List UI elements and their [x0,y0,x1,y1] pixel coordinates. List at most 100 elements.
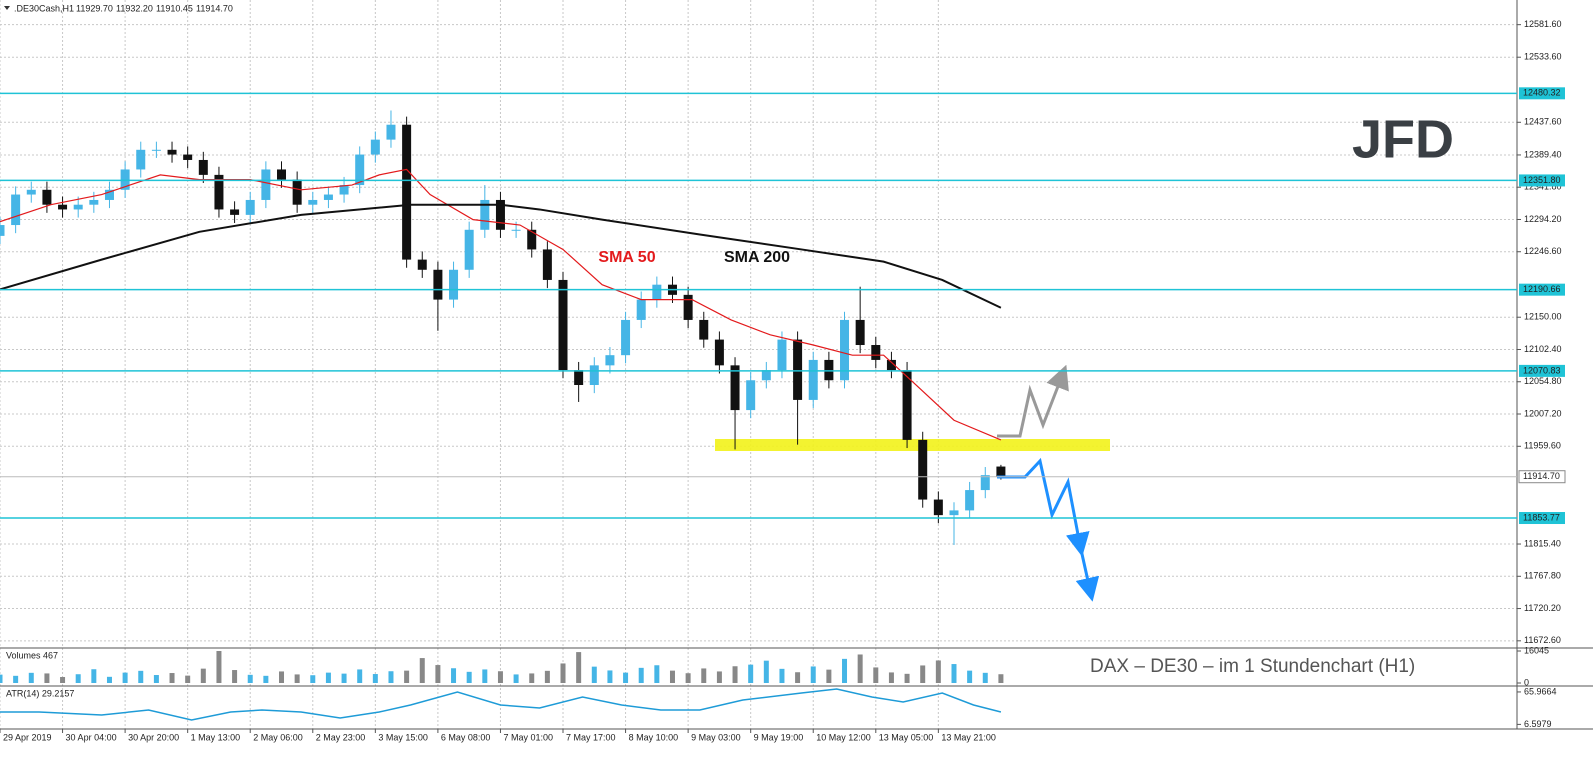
candle-body [558,279,568,371]
candle-body [230,209,240,215]
candle-body [495,199,505,230]
support-zone [715,439,1110,451]
grid [0,0,1517,729]
level-label: 12351.80 [1523,175,1561,185]
y-tick-label: 12533.60 [1524,52,1562,62]
volume-bar [576,652,582,683]
volume-bar [263,675,269,683]
volume-bar [0,674,3,683]
candle-body [918,439,928,500]
x-tick-label: 29 Apr 2019 [3,732,52,742]
candle-body [574,370,584,386]
volume-bar [857,654,863,683]
volume-bar [138,670,144,683]
y-tick-label: 12007.20 [1524,408,1562,418]
volume-bar [232,670,238,683]
volume-bar [497,671,503,683]
candle-body [683,294,693,320]
candle-body [636,299,646,320]
ohlc-info: 11929.70 [76,3,113,13]
candle-body [183,154,193,160]
volume-bar [685,673,691,683]
volume-bar [28,672,34,683]
candle-body [433,269,443,300]
level-label-box [1519,87,1565,100]
x-tick-label: 13 May 05:00 [879,732,934,742]
volume-bar [716,671,722,683]
candle-body [480,199,490,230]
level-label-box [1519,174,1565,187]
volume-bar [623,672,629,683]
y-tick-label: 12150.00 [1524,312,1562,322]
candle-body [933,499,943,516]
volume-bar [873,667,879,683]
y-tick-label: 65.9664 [1524,686,1557,696]
ohlc-info: 11910.45 [156,3,193,13]
y-tick-label: 16045 [1524,645,1549,655]
y-tick-label: 11720.20 [1524,603,1561,613]
y-tick-label: 11767.80 [1524,571,1561,581]
candle-body [245,199,255,215]
level-label: 11853.77 [1523,512,1560,522]
ohlc-info: 11914.70 [196,3,233,13]
volume-bar [388,671,394,683]
candle-body [464,229,474,270]
volume-bar [951,664,957,683]
volume-bar [732,666,738,683]
volume-bar [44,673,50,683]
volume-bar [826,669,832,683]
volume-bar [216,651,222,683]
candle-body [386,124,396,140]
candle-body [261,169,271,200]
menu-triangle [4,6,10,10]
candle-body [527,229,537,250]
candle-body [449,269,459,300]
volume-bar [748,664,754,683]
volume-bar [591,666,597,683]
y-tick-label: 11815.40 [1524,538,1561,548]
candle-body [136,149,146,170]
x-tick-label: 9 May 03:00 [691,732,741,742]
candle-body [198,159,208,175]
candle-body [11,194,21,226]
symbol: .DE30Cash,H1 [14,3,74,13]
moving-average [0,203,1002,309]
volume-bar [795,672,801,683]
volume-bar [482,669,488,683]
volume-bar [279,671,285,683]
candle-body [902,370,912,440]
volume-bar [888,672,894,683]
candle-body [949,510,959,516]
axes [0,0,1593,730]
y-tick-label: 12341.80 [1524,182,1562,192]
candle-body [824,359,834,381]
candle-body [167,149,177,155]
indicator-line [0,688,1002,721]
candle-body [292,179,302,205]
bearish-scenario-arrow [1075,544,1100,602]
candle-body [699,319,709,340]
volume-bar [357,669,363,683]
volume-bar [341,673,347,683]
y-tick-label: 12581.60 [1524,19,1562,29]
series-label: SMA 200 [724,249,790,266]
volume-bar [638,667,644,683]
volume-bar [419,658,425,683]
candle-body [746,380,756,411]
volume-bar [60,677,66,683]
candle-body [840,319,850,381]
y-tick-label: 12246.60 [1524,246,1562,256]
candle-body [511,229,521,231]
series-label: SMA 50 [598,249,655,266]
volume-bar [169,673,175,683]
candle-body [73,204,83,210]
volume-bar [842,658,848,683]
candle-body [277,169,287,180]
y-tick-label: 12437.60 [1524,117,1562,127]
volume-bar [920,665,926,683]
candle-body [323,194,333,200]
level-label-box [1519,364,1565,377]
caption: DAX – DE30 – im 1 Stundenchart (H1) [1090,656,1415,677]
volume-bar [466,671,472,683]
volume-bar [404,670,410,683]
